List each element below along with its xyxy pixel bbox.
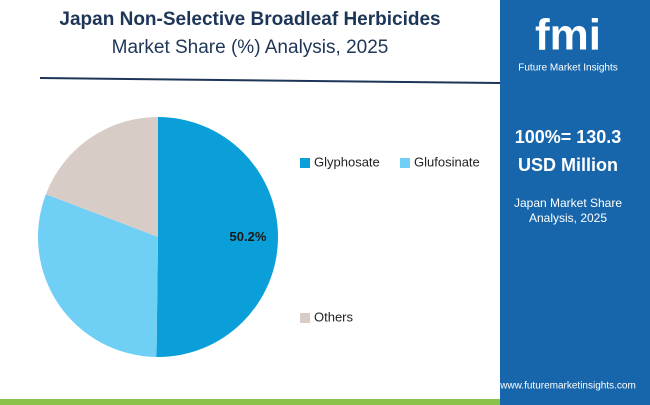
legend-label: Others xyxy=(314,309,354,324)
legend-label: Glufosinate xyxy=(414,154,480,169)
chart-title: Japan Non-Selective Broadleaf Herbicides xyxy=(59,9,440,30)
logo: fmi xyxy=(535,11,601,60)
legend-swatch xyxy=(300,158,310,168)
pie-slice xyxy=(45,117,159,237)
url: www.futuremarketinsights.com xyxy=(499,381,636,392)
legend-swatch xyxy=(400,158,410,168)
logo-subtitle: Future Market Insights xyxy=(518,63,617,74)
legend-swatch xyxy=(300,313,310,323)
data-label: 50.2% xyxy=(230,229,267,244)
footer-bar xyxy=(0,399,500,405)
caption-line: Analysis, 2025 xyxy=(529,211,607,225)
sidebar xyxy=(500,0,650,405)
divider xyxy=(39,77,501,84)
pie-slice xyxy=(38,194,158,357)
chart-subtitle: Market Share (%) Analysis, 2025 xyxy=(112,37,389,58)
total-unit: USD Million xyxy=(518,155,618,175)
caption-line: Japan Market Share xyxy=(514,196,622,210)
pie-slice xyxy=(156,117,278,357)
legend-label: Glyphosate xyxy=(314,154,380,169)
total-value: 100%= 130.3 xyxy=(515,127,622,147)
